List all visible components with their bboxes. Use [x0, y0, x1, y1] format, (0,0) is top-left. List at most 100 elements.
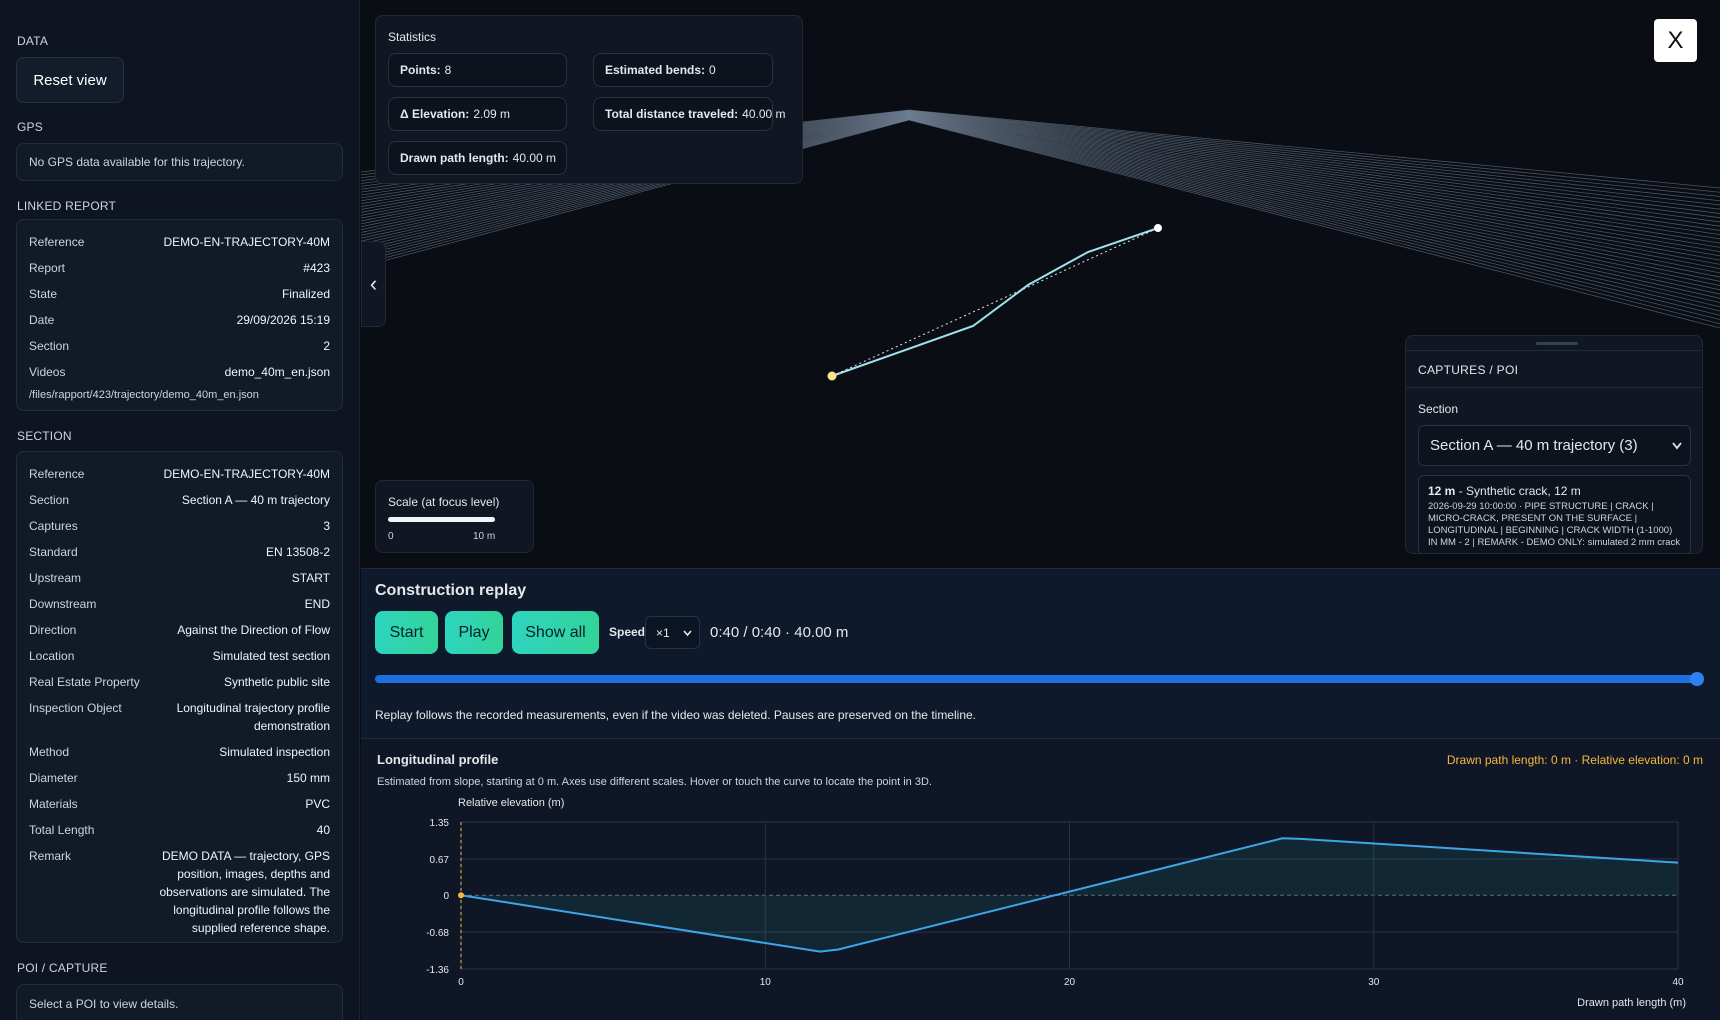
replay-time: 0:40 / 0:40 · 40.00 m: [710, 624, 849, 641]
stat-value: 40.00 m: [742, 107, 786, 121]
section-rows: Reference DEMO-EN-TRAJECTORY-40M Section Se…: [29, 461, 330, 941]
drag-handle: [1536, 342, 1578, 345]
info-row: Inspection Object Longitudinal trajectory…: [29, 695, 330, 739]
info-key: Section: [29, 493, 70, 507]
replay-note: Replay follows the recorded measurements…: [375, 708, 976, 722]
info-key: Downstream: [29, 597, 97, 611]
info-row: Downstream END: [29, 591, 330, 617]
info-row: Report #423: [29, 255, 330, 281]
stat-label: Points:: [400, 63, 441, 77]
report-path: /files/rapport/423/trajectory/demo_40m_e…: [29, 389, 259, 401]
section-heading: DATA: [17, 34, 49, 48]
info-row: State Finalized: [29, 281, 330, 307]
info-value: 3: [323, 519, 330, 533]
info-row: Section Section A — 40 m trajectory: [29, 487, 330, 513]
reset-button[interactable]: Reset view: [16, 57, 124, 103]
mesh-line: [361, 119, 1720, 329]
info-row: Section 2: [29, 333, 330, 359]
info-value: 40: [316, 823, 330, 837]
info-value: DEMO-EN-TRAJECTORY-40M: [163, 467, 330, 481]
x-axis-label: Drawn path length (m): [1577, 997, 1686, 1009]
stat-value: 0: [709, 63, 716, 77]
info-row: Materials PVC: [29, 791, 330, 817]
profile-title: Longitudinal profile: [377, 752, 499, 767]
collapse-tab[interactable]: ‹: [361, 241, 386, 327]
x-tick-label: 0: [458, 977, 464, 988]
info-row: Reference DEMO-EN-TRAJECTORY-40M: [29, 461, 330, 487]
stat-item: Total distance traveled: 40.00 m: [593, 97, 786, 131]
end-point: [1154, 224, 1162, 232]
info-value: PVC: [305, 797, 330, 811]
start-point: [827, 371, 837, 381]
section-heading: POI / CAPTURE: [17, 961, 108, 975]
x-tick-label: 20: [1064, 977, 1076, 988]
x-tick-label: 10: [760, 977, 772, 988]
info-key: Diameter: [29, 771, 78, 785]
slider-knob[interactable]: [1690, 672, 1704, 686]
scale-panel: Scale (at focus level) 0 10 m: [375, 480, 534, 553]
info-row: Real Estate Property Synthetic public sit…: [29, 669, 330, 695]
y-tick-label: -1.36: [426, 965, 449, 976]
capture-subtitle: - Synthetic crack, 12 m: [1458, 484, 1581, 498]
captures-title: CAPTURES / POI: [1418, 363, 1519, 377]
profile-area: [461, 838, 1678, 952]
info-value: #423: [303, 261, 330, 275]
info-row: Method Simulated inspection: [29, 739, 330, 765]
stat-item: Δ Elevation: 2.09 m: [388, 97, 567, 131]
gps-text: No GPS data available for this trajector…: [29, 155, 245, 169]
cursor-point: [458, 892, 464, 899]
divider: [1406, 350, 1702, 351]
info-value: demo_40m_en.json: [224, 365, 330, 379]
speed-label: Speed: [609, 625, 646, 639]
info-key: Standard: [29, 545, 78, 559]
trajectory-chord: [831, 227, 1159, 377]
info-row: Upstream START: [29, 565, 330, 591]
info-value: DEMO DATA — trajectory, GPS position, im…: [159, 849, 330, 935]
show-all-button[interactable]: Show all: [512, 611, 599, 654]
speed-value: ×1: [656, 625, 670, 640]
info-value: 29/09/2026 15:19: [236, 313, 330, 327]
replay-slider[interactable]: [375, 675, 1697, 683]
info-row: Reference DEMO-EN-TRAJECTORY-40M: [29, 229, 330, 255]
info-value: Finalized: [281, 287, 330, 301]
capture-title: 12 m: [1428, 484, 1456, 498]
stat-item: Points: 8: [388, 53, 567, 87]
info-value: Simulated test section: [212, 649, 330, 663]
stat-value: 8: [444, 63, 452, 77]
section-box: Reference DEMO-EN-TRAJECTORY-40M Section Se…: [16, 451, 343, 943]
info-key: Remark: [29, 849, 72, 863]
profile-subtitle: Estimated from slope, starting at 0 m. A…: [377, 776, 932, 788]
statistics-title: Statistics: [388, 30, 437, 44]
start-button[interactable]: Start: [375, 611, 438, 654]
capture-item[interactable]: 12 m - Synthetic crack, 12 m 2026-09-29 …: [1418, 475, 1691, 553]
captures-panel: CAPTURES / POI Section Section A — 40 m …: [1405, 335, 1703, 554]
scale-max: 10 m: [473, 531, 496, 542]
chevron: [683, 630, 692, 637]
info-row: Total Length 40: [29, 817, 330, 843]
divider: [1406, 387, 1702, 388]
info-row: Location Simulated test section: [29, 643, 330, 669]
info-value: 2: [323, 339, 330, 353]
profile-section: [361, 738, 1720, 1020]
y-axis-label: Relative elevation (m): [458, 797, 564, 809]
info-value: Against the Direction of Flow: [177, 623, 330, 637]
speed-select[interactable]: ×1: [645, 616, 700, 649]
info-key: State: [29, 287, 58, 301]
info-value: Simulated inspection: [219, 745, 330, 759]
gps-box: No GPS data available for this trajector…: [16, 143, 343, 181]
x-tick-label: 40: [1672, 977, 1684, 988]
section-select[interactable]: Section A — 40 m trajectory (3): [1418, 425, 1691, 466]
capture-heading: 12 m - Synthetic crack, 12 m: [1428, 484, 1681, 498]
chevron: [1672, 442, 1682, 450]
info-key: Total Length: [29, 823, 95, 837]
play-button[interactable]: Play: [445, 611, 503, 654]
x-tick-label: 30: [1368, 977, 1380, 988]
info-value: Longitudinal trajectory profile demonstr…: [176, 701, 330, 733]
close-button[interactable]: X: [1654, 19, 1697, 62]
info-key: Direction: [29, 623, 77, 637]
info-key: Real Estate Property: [29, 675, 140, 689]
info-row: Date 29/09/2026 15:19: [29, 307, 330, 333]
scale-bar: [388, 517, 495, 522]
profile-status: Drawn path length: 0 m · Relative elevat…: [1446, 753, 1703, 767]
y-tick-label: 0.67: [430, 855, 450, 866]
